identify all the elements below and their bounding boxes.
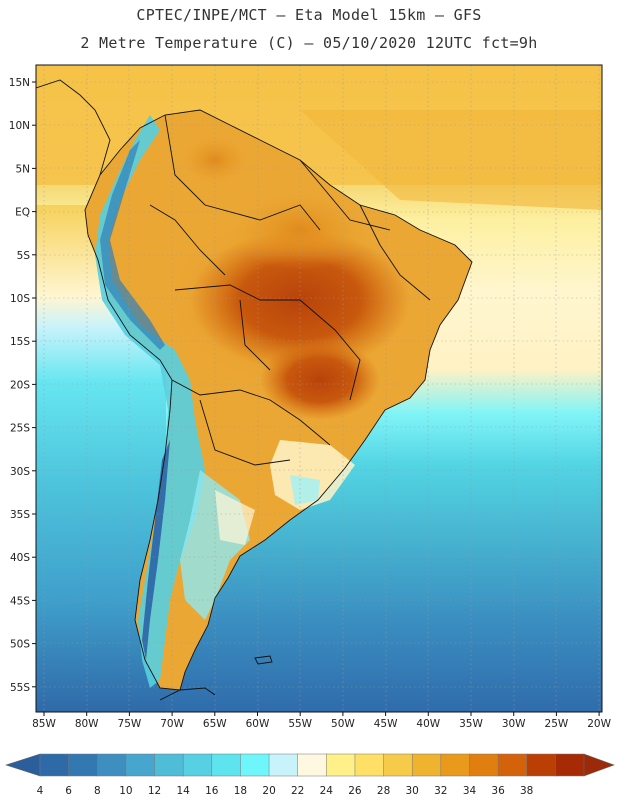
lon-label: 20W xyxy=(587,718,611,730)
colorbar-swatch xyxy=(469,753,499,777)
map-field xyxy=(36,65,602,712)
lat-label: 45S xyxy=(10,595,30,607)
colorbar-swatch xyxy=(555,753,585,777)
colorbar-label: 4 xyxy=(37,785,44,797)
colorbar-swatch xyxy=(354,753,385,777)
colorbar-swatch xyxy=(97,753,127,777)
lat-label: 10S xyxy=(10,293,30,305)
colorbar-swatch xyxy=(154,753,184,777)
colorbar-label: 22 xyxy=(291,785,304,797)
lon-label: 40W xyxy=(416,718,440,730)
lat-label: EQ xyxy=(15,207,30,219)
lat-label: 5N xyxy=(15,163,30,175)
colorbar-label: 14 xyxy=(177,785,191,797)
colorbar-swatch xyxy=(440,753,471,777)
lon-label: 55W xyxy=(288,718,312,730)
plot-frame xyxy=(35,64,603,713)
colorbar-swatch xyxy=(326,753,356,777)
lat-label: 35S xyxy=(10,509,30,521)
colorbar-label: 12 xyxy=(148,785,161,797)
colorbar-swatch xyxy=(526,753,556,777)
colorbar-label: 20 xyxy=(262,785,275,797)
lon-label: 35W xyxy=(459,718,483,730)
lat-label: 25S xyxy=(10,423,30,435)
latitude-labels: 15N 10N 5N EQ 5S 10S 15S 20S 25S 30S 35S 40S 45S 50S 5… xyxy=(9,77,36,694)
lon-label: 50W xyxy=(331,718,355,730)
map-title-line-1: CPTEC/INPE/MCT – Eta Model 15km – GFS xyxy=(136,6,482,24)
lon-label: 70W xyxy=(160,718,184,730)
colorbar-label: 30 xyxy=(406,785,419,797)
colorbar-swatch xyxy=(39,753,70,777)
lat-label: 20S xyxy=(10,379,30,391)
colorbar-swatch xyxy=(497,753,528,777)
lon-label: 45W xyxy=(374,718,398,730)
colorbar-low-arrow xyxy=(5,753,41,777)
lon-label: 75W xyxy=(118,718,142,730)
coastline-borders xyxy=(36,79,473,701)
colorbar-label: 38 xyxy=(520,785,533,797)
lat-label: 50S xyxy=(10,639,30,651)
colorbar-swatch xyxy=(211,753,241,777)
lat-label: 10N xyxy=(9,120,30,132)
lon-label: 85W xyxy=(32,718,56,730)
colorbar-swatch xyxy=(411,753,442,777)
colorbar-label: 18 xyxy=(234,785,247,797)
colorbar-label: 8 xyxy=(94,785,101,797)
colorbar-swatch xyxy=(240,753,270,777)
lat-label: 30S xyxy=(10,466,30,478)
lon-label: 30W xyxy=(502,718,526,730)
colorbar-label: 24 xyxy=(320,785,334,797)
andes-cold-band xyxy=(95,115,205,688)
lon-label: 80W xyxy=(75,718,99,730)
colorbar-label: 6 xyxy=(65,785,72,797)
colorbar-label: 34 xyxy=(463,785,477,797)
colorbar-label: 36 xyxy=(491,785,505,797)
lat-label: 5S xyxy=(17,250,31,262)
colorbar-swatch xyxy=(182,753,213,777)
colorbar-swatch xyxy=(297,753,327,777)
lat-label: 55S xyxy=(10,682,30,694)
colorbar-swatch xyxy=(68,753,98,777)
lon-label: 60W xyxy=(246,718,270,730)
longitude-labels: 85W 80W 75W 70W 65W 60W 55W 50W 45W 40W 35W 30W 25W 2… xyxy=(32,712,612,730)
lat-label: 15N xyxy=(9,77,30,89)
colorbar-high-arrow xyxy=(583,753,615,777)
map-title-line-2: 2 Metre Temperature (C) – 05/10/2020 12U… xyxy=(80,34,538,52)
colorbar-swatch xyxy=(268,753,299,777)
colorbar-label: 32 xyxy=(434,785,447,797)
colorbar-label: 10 xyxy=(119,785,132,797)
lon-label: 65W xyxy=(203,718,227,730)
lon-label: 25W xyxy=(545,718,569,730)
lat-label: 40S xyxy=(10,552,30,564)
lat-label: 15S xyxy=(10,336,30,348)
colorbar-label: 28 xyxy=(377,785,390,797)
colorbar-swatch xyxy=(125,753,156,777)
colorbar-swatch xyxy=(383,753,413,777)
colorbar: 4 6 8 10 12 14 16 18 20 22 24 26 28 30 32 34 36 38 xyxy=(5,753,615,797)
colorbar-label: 16 xyxy=(205,785,219,797)
colorbar-label: 26 xyxy=(348,785,362,797)
